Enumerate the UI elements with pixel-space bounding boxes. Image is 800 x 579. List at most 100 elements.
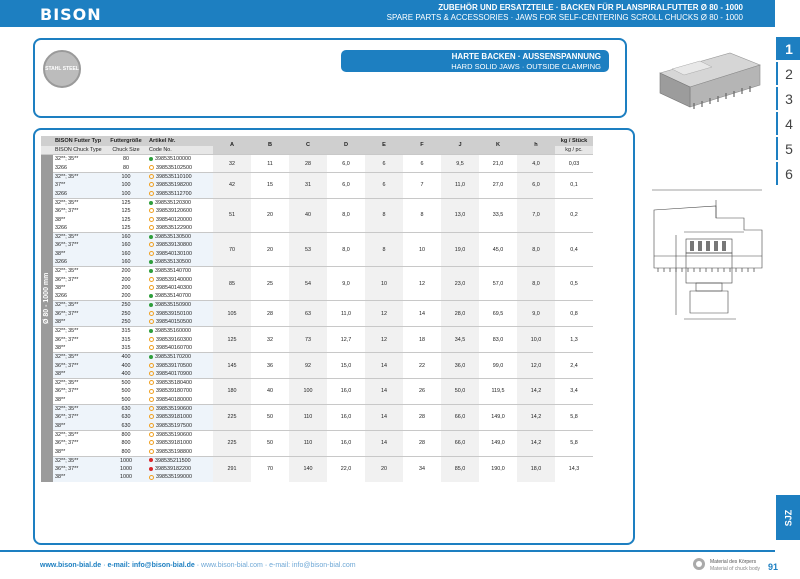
dim-cell-F: 10 xyxy=(403,231,441,267)
chapter-tab-2[interactable]: 2 xyxy=(776,62,800,85)
chuck-size-cell: 160 xyxy=(105,241,147,250)
table-row: 38** 1000 398535199000 xyxy=(41,473,593,482)
code-no-cell: 398535199000 xyxy=(147,473,213,482)
dim-cell-F: 26 xyxy=(403,378,441,405)
range-vertical-text: Ø 80 - 1000 mm xyxy=(43,273,50,325)
chuck-size-cell: 800 xyxy=(121,448,131,455)
dim-cell-J: 11,0 xyxy=(441,171,479,199)
chuck-size-cell: 250 xyxy=(105,317,147,327)
col-head-E: E xyxy=(365,136,403,155)
code-no-cell: 398539180700 xyxy=(147,387,213,395)
dim-cell-K: 190,0 xyxy=(479,455,517,482)
table-row: 3266 200 398535140700 xyxy=(41,292,593,301)
code-no-text: 398540180000 xyxy=(156,396,192,403)
stock-status-dot xyxy=(149,336,154,342)
dim-cell-A: 85 xyxy=(213,266,251,301)
chuck-type-cell: 3266 xyxy=(55,293,67,300)
chapter-tab-5[interactable]: 5 xyxy=(776,137,800,160)
code-no-text: 398540170900 xyxy=(156,370,192,377)
table-row: 32**; 35** 100 398535110100 42 15 31 6,0 6 7 11,0… xyxy=(41,171,593,199)
dim-cell-K: 33,5 xyxy=(479,197,517,233)
chuck-type-cell: 32**; 35** xyxy=(53,455,105,465)
dim-cell-D: 12,7 xyxy=(327,326,365,353)
dim-cell-J: 13,0 xyxy=(441,197,479,233)
chuck-size-cell: 500 xyxy=(121,396,131,403)
chuck-size-cell: 400 xyxy=(105,352,147,362)
jaw-dimension-drawing xyxy=(652,189,763,272)
code-no-cell: 398535190600 xyxy=(147,429,213,440)
chapter-tab-6[interactable]: 6 xyxy=(776,162,800,185)
dim-cell-C: 54 xyxy=(289,266,327,301)
stock-status-dot xyxy=(149,406,154,412)
chapter-tab-3[interactable]: 3 xyxy=(776,87,800,110)
jaw-section-drawing xyxy=(675,235,736,320)
code-no-cell: 398535170200 xyxy=(147,352,213,362)
code-no-cell: 398535140700 xyxy=(147,292,213,301)
chapter-tab-1[interactable]: 1 xyxy=(776,37,800,60)
table-row: 38** 500 398540180000 xyxy=(41,396,593,405)
chuck-size-cell: 400 xyxy=(105,369,147,379)
weight-cell: 5,8 xyxy=(555,429,593,457)
stock-status-dot xyxy=(149,388,154,394)
dim-cell-K: 149,0 xyxy=(479,429,517,457)
dim-cell-A: 70 xyxy=(213,231,251,267)
dim-cell-E: 8 xyxy=(365,197,403,233)
code-no-text: 398535190600 xyxy=(156,406,192,413)
chuck-type-cell: 3266 xyxy=(53,189,105,199)
dim-cell-E: 10 xyxy=(365,266,403,301)
stock-status-dot xyxy=(149,268,153,273)
chuck-type-cell: 32**; 35** xyxy=(53,326,105,336)
col-head-K: K xyxy=(479,136,517,155)
vertical-header-spacer xyxy=(41,146,53,155)
chuck-type-cell: 36**; 37** xyxy=(55,276,79,283)
chuck-type-cell: 32**; 35** xyxy=(53,197,105,208)
code-no-text: 398535170200 xyxy=(155,354,191,361)
page-number: 91 xyxy=(768,562,779,572)
code-no-text: 398535198800 xyxy=(156,448,192,455)
dim-cell-J: 36,0 xyxy=(441,352,479,379)
table-row: 36**; 37** 315 398539160300 xyxy=(41,336,593,344)
stock-status-dot xyxy=(149,448,154,454)
dim-cell-h: 12,0 xyxy=(517,352,555,379)
chuck-size-cell: 630 xyxy=(105,421,147,431)
code-no-text: 398535130500 xyxy=(155,259,191,265)
chuck-size-cell: 200 xyxy=(121,293,131,300)
dim-cell-D: 6,0 xyxy=(327,154,365,173)
table-row: 36**; 37** 800 398539181000 xyxy=(41,439,593,447)
dim-cell-A: 145 xyxy=(213,352,251,379)
code-no-text: 398535160000 xyxy=(155,328,191,335)
footer-email-com[interactable]: e-mail: info@bison-bial.com xyxy=(269,562,356,569)
dim-cell-F: 7 xyxy=(403,171,441,199)
table-row: 38** 200 398540140300 xyxy=(41,284,593,292)
dim-cell-B: 25 xyxy=(251,266,289,301)
code-no-text: 398535150900 xyxy=(155,302,191,309)
chuck-type-cell: 37** xyxy=(53,181,105,190)
code-no-cell: 398535150900 xyxy=(147,300,213,310)
dim-cell-A: 225 xyxy=(213,403,251,431)
dim-cell-E: 8 xyxy=(365,231,403,267)
code-no-text: 398539160300 xyxy=(156,336,192,343)
footer-web-com[interactable]: www.bison-bial.com xyxy=(201,562,263,569)
chuck-type-cell: 32**; 35** xyxy=(53,352,105,362)
chapter-tab-4[interactable]: 4 xyxy=(776,112,800,135)
jaw-table-body: Ø 80 - 1000 mm 32**; 35** 80 398535100000 32… xyxy=(41,154,593,482)
code-no-cell: 398540150500 xyxy=(147,317,213,327)
chuck-size-cell: 800 xyxy=(105,429,147,440)
table-row: 32**; 35** 125 398535120300 51 20 40 8,0 8 8 13,0… xyxy=(41,197,593,233)
footer-web-de[interactable]: www.bison-bial.de xyxy=(40,562,102,569)
chuck-size-cell: 500 xyxy=(105,378,147,388)
footer-email-de[interactable]: e-mail: info@bison-bial.de xyxy=(107,562,195,569)
dim-cell-B: 20 xyxy=(251,231,289,267)
chuck-size-cell: 100 xyxy=(105,189,147,199)
dim-cell-E: 14 xyxy=(365,403,403,431)
table-row: 32**; 35** 400 398535170200 145 36 92 15,0 14 22… xyxy=(41,352,593,379)
chuck-type-cell: 36**; 37** xyxy=(53,361,105,370)
stock-status-dot xyxy=(149,250,154,256)
chuck-type-cell: 32**; 35** xyxy=(53,300,105,310)
stock-status-dot xyxy=(149,310,154,316)
dim-cell-h: 8,0 xyxy=(517,266,555,301)
chuck-type-cell: 3266 xyxy=(53,257,105,267)
stock-status-dot xyxy=(149,190,154,196)
weight-cell: 0,03 xyxy=(555,154,593,173)
side-label-text: SJZ xyxy=(782,509,793,526)
